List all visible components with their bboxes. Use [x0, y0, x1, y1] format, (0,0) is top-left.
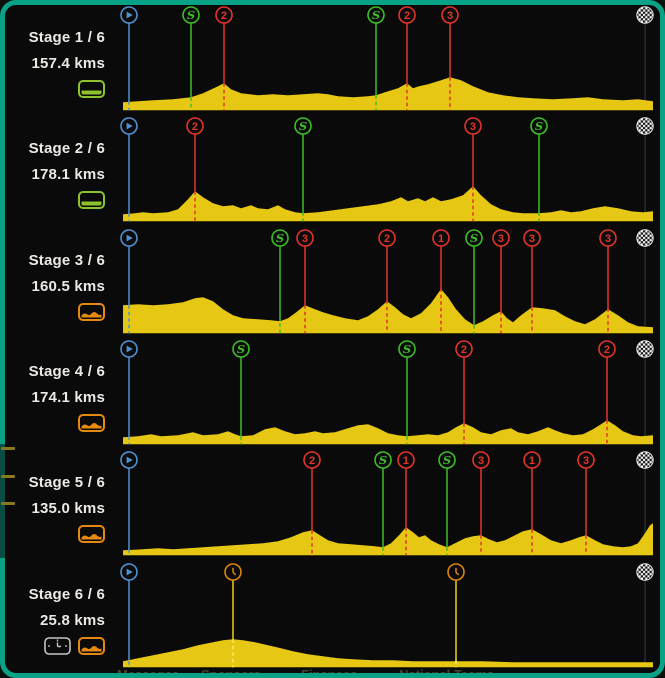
svg-text:3: 3 — [583, 455, 589, 467]
stage-row[interactable]: Stage 5 / 6 135.0 kms 2 S 1 S 3 1 3 — [5, 450, 660, 561]
stage-info: Stage 4 / 6 174.1 kms — [5, 339, 117, 450]
stage-title: Stage 6 / 6 — [28, 585, 105, 603]
svg-text:3: 3 — [447, 10, 453, 22]
stage-title: Stage 3 / 6 — [28, 251, 105, 269]
flat-stage-icon — [78, 80, 105, 98]
svg-text:S: S — [443, 453, 451, 467]
svg-text:2: 2 — [404, 10, 410, 22]
stage-list: Stage 1 / 6 157.4 kms S 2 S 2 3 Stage 2 / 6 … — [5, 5, 660, 673]
menu-item: Messages — [117, 667, 179, 673]
stage-info: Stage 3 / 6 160.5 kms — [5, 228, 117, 339]
time-trial-icon — [44, 636, 71, 655]
svg-text:3: 3 — [302, 233, 308, 245]
stage-title: Stage 2 / 6 — [28, 140, 105, 158]
menu-item: Finances — [301, 667, 357, 673]
svg-text:S: S — [535, 119, 543, 133]
edge-artifact — [0, 444, 5, 558]
stage-type-icons — [5, 413, 105, 432]
svg-text:S: S — [372, 8, 380, 22]
stage-distance: 135.0 kms — [31, 500, 105, 518]
stage-row[interactable]: Stage 2 / 6 178.1 kms 2 S 3 S — [5, 116, 660, 227]
menu-item: Sponsors — [201, 667, 261, 673]
svg-text:1: 1 — [438, 233, 444, 245]
stage-distance: 160.5 kms — [31, 277, 105, 295]
menu-item: National Teams — [399, 667, 494, 673]
stage-profile-chart: S 3 2 1 S 3 3 3 — [120, 228, 654, 333]
hilly-stage-icon — [78, 413, 105, 432]
stage-type-icons — [5, 80, 105, 98]
svg-text:1: 1 — [529, 455, 535, 467]
stage-row[interactable]: Stage 4 / 6 174.1 kms S S 2 2 — [5, 339, 660, 450]
hilly-stage-icon — [78, 525, 105, 544]
stage-info: Stage 2 / 6 178.1 kms — [5, 116, 117, 227]
stage-distance: 178.1 kms — [31, 166, 105, 184]
stage-type-icons — [5, 636, 105, 655]
svg-text:2: 2 — [604, 344, 610, 356]
hilly-stage-icon — [78, 302, 105, 321]
stage-title: Stage 5 / 6 — [28, 474, 105, 492]
flat-stage-icon — [78, 191, 105, 210]
edge-artifact — [1, 502, 15, 505]
stage-title: Stage 1 / 6 — [28, 29, 105, 46]
stage-info: Stage 1 / 6 157.4 kms — [5, 5, 117, 116]
stage-profile-chart: S 2 S 2 3 — [120, 6, 654, 111]
stage-row[interactable]: Stage 3 / 6 160.5 kms S 3 2 1 S 3 3 3 — [5, 228, 660, 339]
stage-type-icons — [5, 302, 105, 321]
svg-text:3: 3 — [605, 233, 611, 245]
svg-text:2: 2 — [384, 233, 390, 245]
svg-text:1: 1 — [403, 455, 409, 467]
svg-text:3: 3 — [478, 455, 484, 467]
svg-text:S: S — [276, 231, 284, 245]
stage-type-icons — [5, 525, 105, 544]
svg-text:3: 3 — [529, 233, 535, 245]
stage-title: Stage 4 / 6 — [28, 362, 105, 380]
stage-info: Stage 5 / 6 135.0 kms — [5, 450, 117, 561]
svg-text:S: S — [237, 342, 245, 356]
hilly-stage-icon — [78, 636, 105, 655]
stage-info: Stage 6 / 6 25.8 kms — [5, 562, 117, 673]
svg-text:2: 2 — [221, 10, 227, 22]
stage-type-icons — [5, 191, 105, 210]
svg-text:S: S — [470, 231, 478, 245]
stage-distance: 157.4 kms — [31, 55, 105, 72]
stage-row[interactable]: Stage 6 / 6 25.8 kms — [5, 562, 660, 673]
svg-text:2: 2 — [192, 121, 198, 133]
stage-profile-chart: S S 2 2 — [120, 340, 654, 445]
edge-artifact — [1, 475, 15, 478]
svg-text:3: 3 — [470, 121, 476, 133]
stage-profile-chart: 2 S 1 S 3 1 3 — [120, 451, 654, 556]
svg-text:3: 3 — [498, 233, 504, 245]
svg-text:S: S — [403, 342, 411, 356]
svg-text:S: S — [379, 453, 387, 467]
stage-distance: 174.1 kms — [31, 388, 105, 406]
svg-text:S: S — [187, 8, 195, 22]
svg-text:2: 2 — [461, 344, 467, 356]
svg-text:2: 2 — [309, 455, 315, 467]
stage-profile-chart: 2 S 3 S — [120, 117, 654, 222]
stage-distance: 25.8 kms — [40, 611, 105, 629]
edge-artifact — [1, 447, 15, 450]
stage-profile-chart — [120, 562, 654, 667]
svg-text:S: S — [299, 119, 307, 133]
stage-row[interactable]: Stage 1 / 6 157.4 kms S 2 S 2 3 — [5, 5, 660, 116]
